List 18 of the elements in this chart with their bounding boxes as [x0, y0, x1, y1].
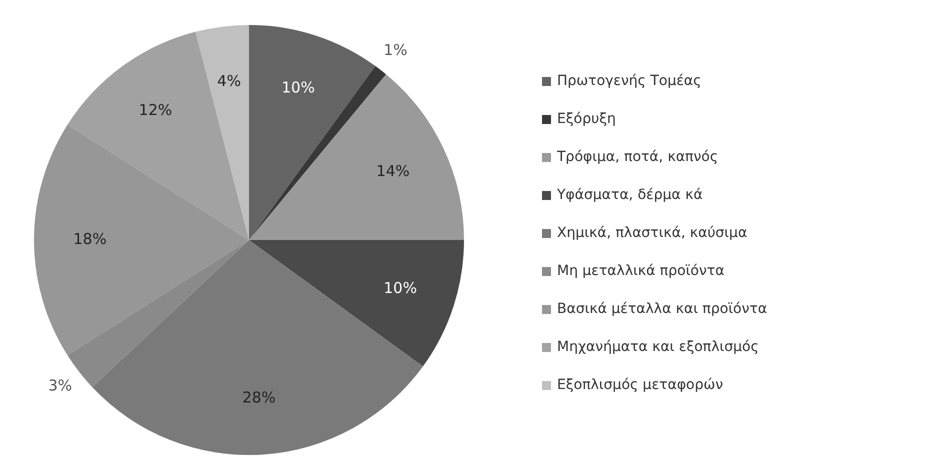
legend-label: Τρόφιμα, ποτά, καπνός [557, 149, 718, 165]
data-label: 18% [73, 230, 107, 248]
data-label: 12% [138, 101, 172, 120]
legend-label: Εξόρυξη [557, 111, 616, 127]
data-label: 28% [242, 388, 276, 407]
data-label: 3% [48, 376, 72, 394]
data-label: 4% [217, 72, 241, 90]
legend-label: Χημικά, πλαστικά, καύσιμα [557, 225, 748, 241]
legend-label: Βασικά μέταλλα και προϊόντα [557, 301, 768, 317]
data-label: 14% [376, 162, 410, 180]
data-label: 10% [281, 78, 315, 97]
legend-label: Μηχανήματα και εξοπλισμός [557, 339, 759, 355]
legend-label: Πρωτογενής Τομέας [557, 73, 702, 89]
data-label: 1% [384, 41, 408, 60]
legend-label: Υφάσματα, δέρμα κά [557, 187, 703, 203]
data-label: 10% [384, 279, 417, 298]
legend-label: Εξοπλισμός μεταφορών [557, 377, 724, 393]
legend-label: Μη μεταλλικά προϊόντα [557, 263, 724, 279]
